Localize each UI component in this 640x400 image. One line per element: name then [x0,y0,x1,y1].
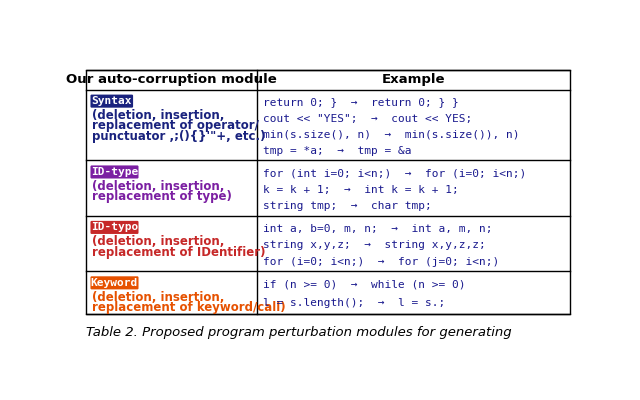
Text: cout << "YES";  →  cout << YES;: cout << "YES"; → cout << YES; [263,114,472,124]
Text: (deletion, insertion,: (deletion, insertion, [92,180,224,193]
Text: l = s.length();  →  l = s.;: l = s.length(); → l = s.; [263,298,445,308]
FancyBboxPatch shape [90,166,138,178]
Text: k = k + 1;  →  int k = k + 1;: k = k + 1; → int k = k + 1; [263,185,459,195]
Text: tmp = *a;  →  tmp = &a: tmp = *a; → tmp = &a [263,146,412,156]
Text: ID-type: ID-type [91,167,138,177]
Text: for (int i=0; i<n;)  →  for (i=0; i<n;): for (int i=0; i<n;) → for (i=0; i<n;) [263,168,526,178]
Text: for (i=0; i<n;)  →  for (j=0; i<n;): for (i=0; i<n;) → for (j=0; i<n;) [263,256,499,266]
Text: min(s.size(), n)  →  min(s.size()), n): min(s.size(), n) → min(s.size()), n) [263,130,520,140]
Text: replacement of type): replacement of type) [92,190,232,203]
Text: replacement of operator/: replacement of operator/ [92,119,259,132]
Bar [86,70,570,314]
FancyBboxPatch shape [90,276,138,289]
Text: if (n >= 0)  →  while (n >= 0): if (n >= 0) → while (n >= 0) [263,279,465,289]
FancyBboxPatch shape [90,221,138,234]
Text: Syntax: Syntax [92,96,132,106]
Text: string x,y,z;  →  string x,y,z,z;: string x,y,z; → string x,y,z,z; [263,240,486,250]
Text: Table 2. Proposed program perturbation modules for generating: Table 2. Proposed program perturbation m… [86,326,512,339]
Text: int a, b=0, m, n;  →  int a, m, n;: int a, b=0, m, n; → int a, m, n; [263,224,492,234]
Text: replacement of IDentifier): replacement of IDentifier) [92,246,265,258]
Text: (deletion, insertion,: (deletion, insertion, [92,109,224,122]
Text: (deletion, insertion,: (deletion, insertion, [92,235,224,248]
Text: punctuator ,;(){}'"+, etc.): punctuator ,;(){}'"+, etc.) [92,130,265,143]
Text: string tmp;  →  char tmp;: string tmp; → char tmp; [263,201,431,211]
FancyBboxPatch shape [90,94,133,108]
Text: ID-typo: ID-typo [91,222,138,232]
Text: (deletion, insertion,: (deletion, insertion, [92,290,224,304]
Bar [86,70,570,314]
Text: Example: Example [381,73,445,86]
Text: Our auto-corruption module: Our auto-corruption module [66,73,277,86]
Text: replacement of keyword/call): replacement of keyword/call) [92,301,285,314]
Text: return 0; }  →  return 0; } }: return 0; } → return 0; } } [263,97,459,107]
Text: Keyword: Keyword [91,278,138,288]
